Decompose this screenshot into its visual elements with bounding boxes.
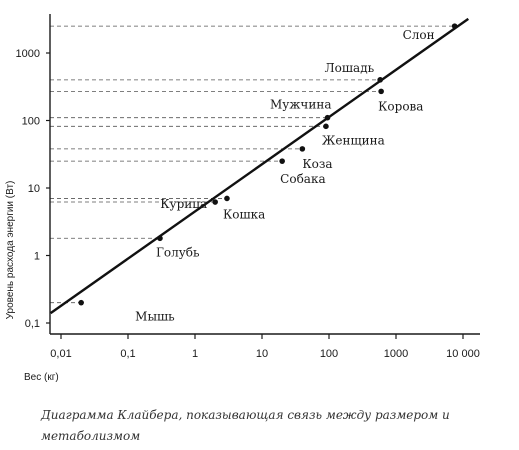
data-point: [323, 123, 329, 130]
x-tick-label: 0,01: [50, 348, 71, 360]
point-label: Мышь: [135, 310, 175, 324]
y-tick-label: 1000: [16, 48, 40, 60]
data-point: [157, 235, 163, 242]
data-point: [224, 195, 230, 202]
figure-caption: Диаграмма Клайбера, показывающая связь м…: [41, 408, 450, 443]
point-label: Коза: [302, 157, 332, 171]
data-point: [324, 114, 331, 121]
point-label: Курица: [160, 197, 207, 211]
data-point: [78, 299, 84, 306]
x-tick-label: 10 000: [446, 348, 480, 360]
point-label: Голубь: [156, 245, 200, 259]
x-ticks: 0,01 0,1 1 10 100 1000 10 000: [50, 334, 480, 360]
x-tick-label: 100: [320, 348, 338, 360]
point-label: Кошка: [223, 207, 265, 221]
point-label: Женщина: [322, 133, 385, 147]
kleiber-chart: 0,1 1 10 100 1000 0,01 0,1 1 10 100 1000 10 000 Мы…: [5, 14, 480, 383]
data-point: [279, 158, 285, 164]
guide-lines: [50, 25, 455, 304]
data-point: [377, 77, 383, 83]
trend-line: [49, 17, 469, 315]
x-tick-label: 1000: [384, 348, 408, 360]
data-point: [378, 88, 384, 95]
data-point: [212, 199, 218, 205]
x-tick-label: 1: [192, 348, 198, 360]
data-point: [451, 23, 458, 29]
y-tick-label: 10: [28, 183, 40, 195]
point-label: Корова: [378, 99, 423, 113]
y-tick-label: 1: [34, 251, 40, 263]
y-axis-label: Уровень расхода энергии (Вт): [5, 181, 16, 320]
point-label: Слон: [403, 28, 435, 42]
x-axis-label: Вес (кг): [24, 372, 59, 383]
x-tick-label: 0,1: [120, 348, 135, 360]
data-points: [78, 23, 458, 306]
point-label: Собака: [280, 172, 325, 186]
point-label: Мужчина: [270, 98, 331, 112]
x-tick-label: 10: [256, 348, 268, 360]
point-label: Лошадь: [325, 61, 375, 75]
data-point: [299, 146, 306, 152]
y-tick-label: 0,1: [25, 318, 40, 330]
y-ticks: 0,1 1 10 100 1000: [16, 48, 50, 330]
y-tick-label: 100: [22, 116, 40, 128]
